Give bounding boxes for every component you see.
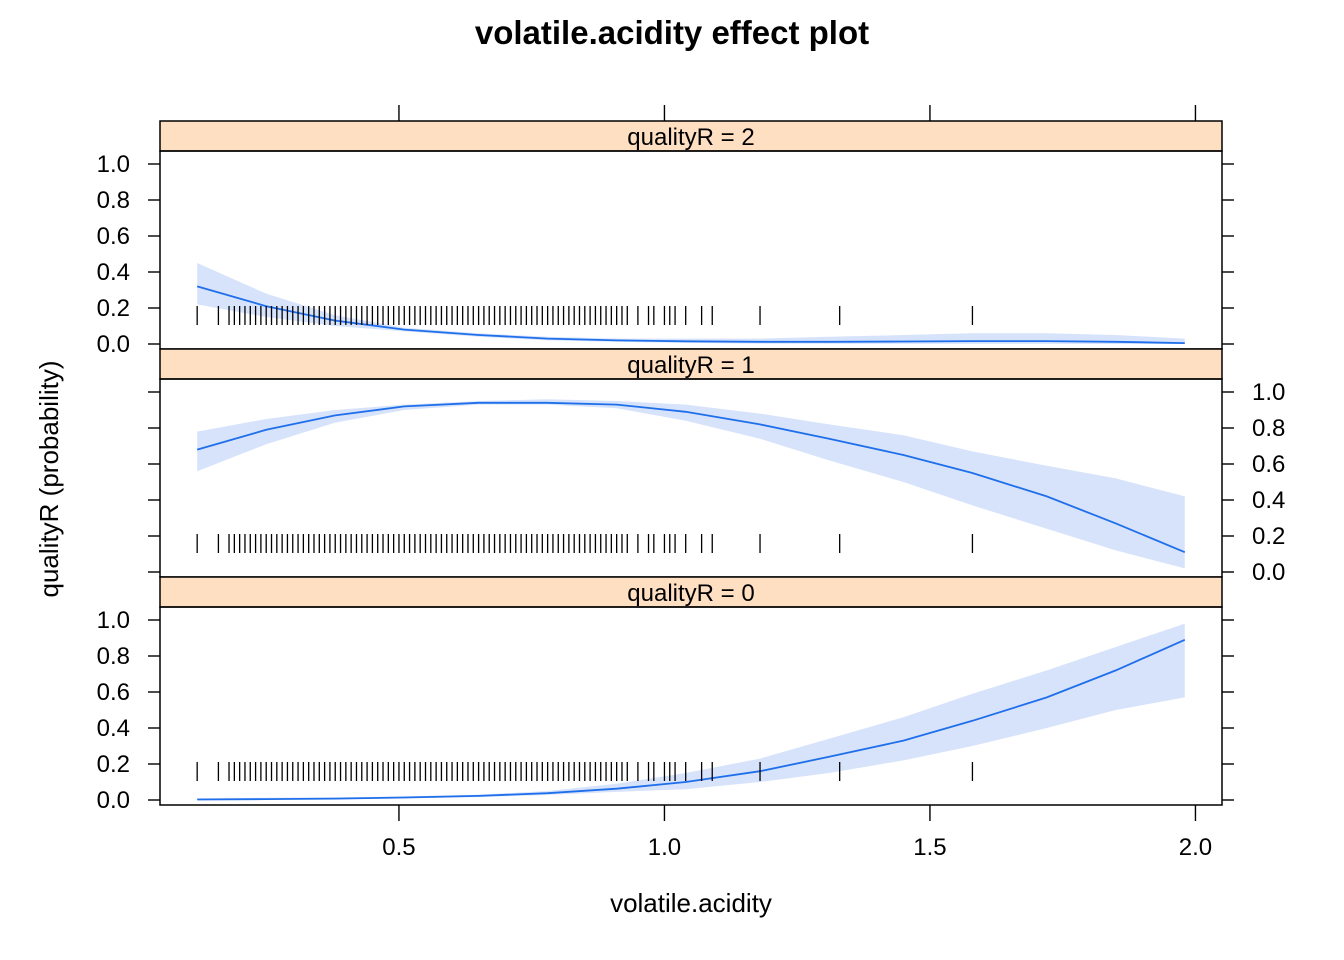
y-axis-label: qualityR (probability): [34, 361, 64, 598]
y-tick-label: 0.8: [97, 187, 130, 214]
panel-strip: [159, 348, 1223, 380]
panel-strip-label: qualityR = 1: [627, 352, 754, 379]
panel-strip-label: qualityR = 2: [627, 124, 754, 151]
panel-3: qualityR = 0 0.0 0.2 0.4 0.6 0.8 1.0: [97, 576, 1234, 814]
confidence-band: [197, 623, 1185, 800]
confidence-band: [197, 399, 1185, 569]
y-tick-label: 0.2: [97, 751, 130, 778]
y-tick-label: 0.6: [97, 679, 130, 706]
x-tick-label: 0.5: [382, 834, 415, 861]
y-tick-label: 0.4: [97, 715, 130, 742]
panel-frame: [159, 606, 1223, 806]
panel-strip: [159, 120, 1223, 152]
confidence-band: [197, 263, 1185, 344]
fit-line: [196, 285, 1185, 344]
panel-2: qualityR = 1 0.0 0.2 0.4 0.6 0.8 1.0: [148, 348, 1285, 586]
y-tick-label: 0.8: [97, 643, 130, 670]
y-tick-label: 0.6: [97, 223, 130, 250]
y-tick-label: 0.2: [97, 295, 130, 322]
y-tick-label: 1.0: [97, 607, 130, 634]
y-tick-label: 0.4: [1252, 487, 1285, 514]
panel-strip: [159, 576, 1223, 608]
y-tick-label: 0.0: [97, 787, 130, 814]
x-tick-label: 1.0: [648, 834, 681, 861]
y-tick-label: 0.0: [1252, 559, 1285, 586]
y-tick-label: 0.0: [97, 331, 130, 358]
y-tick-label: 0.6: [1252, 451, 1285, 478]
y-tick-label: 0.2: [1252, 523, 1285, 550]
rug-marks: [196, 534, 974, 553]
chart-title: volatile.acidity effect plot: [475, 14, 869, 51]
x-tick-label: 2.0: [1179, 834, 1212, 861]
x-tick-label: 1.5: [913, 834, 946, 861]
panel-1: qualityR = 2 0.0 0.2 0.4 0.6 0.8 1.0: [97, 120, 1234, 358]
panel-strip-label: qualityR = 0: [627, 580, 754, 607]
y-tick-label: 0.8: [1252, 415, 1285, 442]
rug-marks: [196, 306, 974, 325]
y-tick-label: 1.0: [97, 151, 130, 178]
fit-line: [197, 638, 1186, 801]
axes-group: 0.5 1.0 1.5 2.0: [382, 105, 1212, 861]
x-axis-label: volatile.acidity: [610, 888, 772, 918]
fit-line: [196, 401, 1186, 554]
rug-marks: [196, 762, 974, 781]
y-tick-label: 0.4: [97, 259, 130, 286]
y-tick-label: 1.0: [1252, 379, 1285, 406]
